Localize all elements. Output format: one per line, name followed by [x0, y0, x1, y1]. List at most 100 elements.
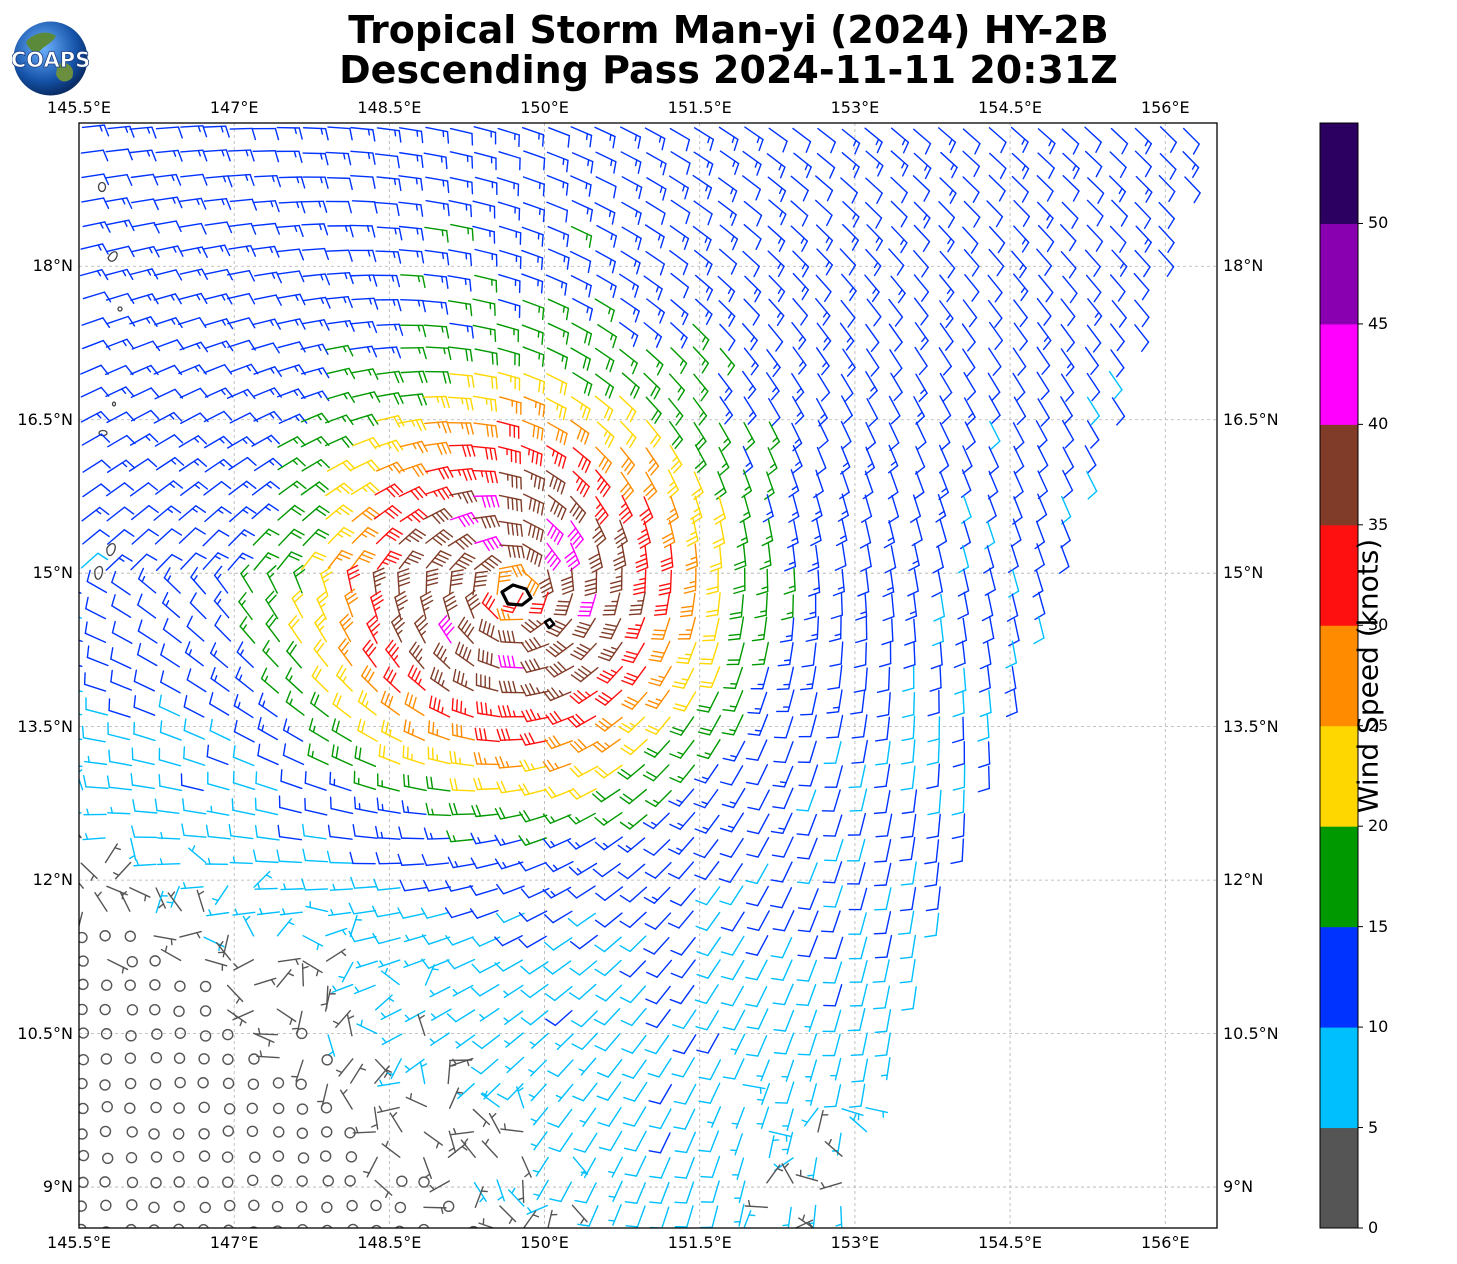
barb-shaft: [768, 127, 788, 142]
wind-barb: [376, 370, 404, 384]
wind-barb: [768, 199, 787, 226]
wind-barb: [398, 249, 425, 264]
barb-half-flag: [727, 361, 733, 368]
barb-half-flag: [562, 158, 565, 166]
wind-barb: [276, 388, 306, 399]
barb-flag: [629, 608, 643, 611]
wind-barb: [399, 393, 428, 406]
wind-barb: [693, 127, 715, 152]
wind-barb: [448, 199, 473, 218]
barb-flag: [848, 786, 862, 789]
barb-shaft: [1013, 225, 1030, 244]
barb-flag: [103, 124, 110, 137]
barb-half-flag: [170, 294, 175, 301]
barb-shaft: [840, 299, 856, 319]
barb-flag: [347, 391, 355, 403]
barb-half-flag: [728, 312, 733, 319]
barb-flag: [396, 203, 400, 217]
barb-flag: [612, 135, 616, 149]
barb-flag: [876, 192, 883, 204]
barb-shaft: [448, 444, 473, 447]
wind-barb: [839, 248, 857, 276]
barb-half-flag: [675, 411, 681, 418]
wind-barb: [105, 338, 135, 350]
wind-barb: [449, 373, 475, 388]
wind-barb: [326, 391, 355, 403]
barb-flag: [753, 265, 760, 278]
barb-shaft: [645, 250, 665, 265]
barb-half-flag: [852, 213, 857, 220]
wind-barb: [621, 176, 643, 200]
wind-barb: [742, 150, 762, 176]
barb-shaft: [646, 152, 667, 165]
barb-shaft: [1111, 199, 1128, 217]
barb-flag: [249, 149, 255, 162]
barb-flag: [724, 414, 734, 425]
barb-shaft: [499, 618, 524, 621]
barb-flag: [323, 223, 329, 236]
wind-barb: [252, 222, 281, 235]
barb-shaft: [375, 250, 399, 253]
barb-shaft: [646, 177, 667, 190]
wind-barb: [129, 268, 159, 280]
wind-barb: [229, 127, 257, 141]
barb-half-flag: [706, 161, 710, 168]
barb-shaft: [498, 273, 521, 282]
barb-shaft: [792, 396, 805, 417]
barb-shaft: [548, 248, 570, 259]
barb-shaft: [572, 372, 593, 386]
barb-half-flag: [319, 152, 323, 160]
barb-flag: [629, 410, 637, 423]
barb-shaft: [913, 224, 931, 243]
barb-shaft: [1184, 176, 1201, 194]
wind-barb: [571, 322, 593, 346]
barb-flag: [445, 156, 448, 170]
barb-flag: [126, 338, 135, 350]
barb-shaft: [570, 275, 592, 287]
barb-shaft: [304, 888, 329, 891]
barb-flag: [398, 370, 404, 383]
barb-shaft: [717, 275, 736, 293]
barb-half-flag: [635, 184, 639, 192]
barb-shaft: [400, 274, 424, 277]
barb-flag: [372, 152, 376, 165]
barb-flag: [650, 638, 664, 640]
barb-flag: [970, 242, 979, 254]
wind-barb: [375, 392, 404, 405]
barb-half-flag: [394, 129, 397, 137]
barb-flag: [900, 242, 908, 254]
barb-half-flag: [608, 307, 612, 315]
barb-flag: [652, 633, 666, 636]
barb-shaft: [594, 298, 615, 312]
barb-half-flag: [320, 297, 325, 305]
barb-flag: [747, 415, 757, 425]
wind-barb: [229, 363, 259, 375]
wind-barb: [545, 274, 568, 296]
barb-shaft: [962, 299, 978, 319]
barb-flag: [802, 266, 810, 278]
barb-shaft: [105, 268, 128, 276]
wind-barb: [987, 299, 1003, 328]
barb-flag: [248, 270, 255, 282]
barb-shaft: [447, 275, 471, 281]
wind-barb: [766, 153, 786, 179]
barb-shaft: [913, 250, 929, 268]
wind-barb: [865, 177, 883, 204]
barb-flag: [200, 292, 208, 305]
wind-barb: [1061, 201, 1079, 229]
barb-flag: [1119, 166, 1127, 179]
barb-flag: [465, 348, 469, 362]
wind-barb: [521, 273, 544, 294]
wind-barb: [547, 322, 570, 345]
barb-shaft: [571, 200, 594, 211]
barb-half-flag: [293, 389, 299, 396]
barb-shaft: [546, 347, 568, 359]
barb-flag: [530, 607, 544, 610]
barb-shaft: [890, 372, 903, 393]
barb-shaft: [326, 176, 351, 180]
barb-flag: [126, 292, 135, 304]
barb-flag: [349, 127, 353, 141]
wind-barb: [718, 126, 739, 151]
barb-shaft: [570, 175, 592, 186]
barb-shaft: [1084, 150, 1103, 168]
